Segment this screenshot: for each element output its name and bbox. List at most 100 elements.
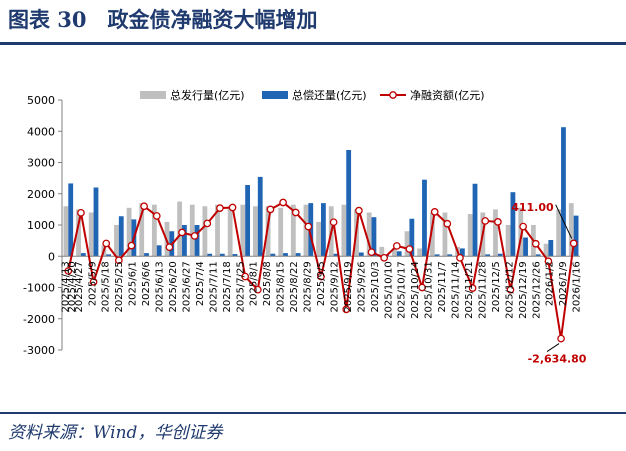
x-tick-label: 2025/12/19 bbox=[518, 261, 529, 319]
repayment-bar bbox=[497, 253, 503, 257]
legend-label: 总发行量(亿元) bbox=[170, 88, 245, 102]
issuance-bar bbox=[442, 212, 448, 257]
repayment-bar bbox=[295, 253, 301, 257]
x-tick-label: 2025/6/6 bbox=[141, 261, 152, 306]
repayment-bar bbox=[106, 254, 112, 257]
y-tick-label: 0 bbox=[48, 250, 55, 263]
issuance-bar bbox=[253, 206, 258, 257]
issuance-bar bbox=[316, 221, 321, 257]
net-financing-point bbox=[127, 241, 136, 250]
x-tick-label: 2026/1/9 bbox=[558, 261, 569, 306]
repayment-bar bbox=[232, 254, 238, 257]
x-tick-label: 2025/9/26 bbox=[356, 261, 367, 312]
x-tick-label: 2025/6/27 bbox=[181, 261, 192, 312]
x-tick-label: 2025/10/3 bbox=[370, 261, 381, 312]
repayment-bar bbox=[573, 215, 579, 257]
annotation-layer: 411.00 -2,634.80 bbox=[511, 201, 587, 365]
repayment-bar bbox=[472, 183, 478, 257]
x-tick-label: 2025/6/20 bbox=[168, 261, 179, 312]
issuance-bar bbox=[151, 204, 157, 257]
annotation-label-neg: -2,634.80 bbox=[528, 352, 587, 365]
y-tick-label: 3000 bbox=[27, 157, 55, 170]
net-financing-point bbox=[443, 219, 452, 228]
x-tick-label: 2025/8/29 bbox=[303, 261, 314, 312]
legend-label: 净融资额(亿元) bbox=[410, 88, 485, 102]
x-tick-label: 2025/9/5 bbox=[316, 261, 327, 306]
x-tick-label: 2025/8/8 bbox=[262, 261, 273, 306]
net-financing-point bbox=[557, 334, 565, 343]
title-rule bbox=[0, 42, 626, 45]
repayment-bar bbox=[80, 253, 86, 257]
x-tick-label: 2025/7/18 bbox=[222, 261, 233, 312]
x-tick-label: 2025/10/17 bbox=[397, 261, 408, 319]
repayment-bar bbox=[156, 245, 162, 257]
issuance-bar bbox=[543, 243, 549, 257]
net-financing-point bbox=[279, 198, 287, 207]
net-financing-point bbox=[342, 305, 351, 314]
x-tick-label: 2025/10/10 bbox=[383, 261, 394, 319]
x-tick-label: 2025/12/5 bbox=[491, 261, 502, 312]
repayment-bar bbox=[308, 203, 314, 257]
issuance-bar bbox=[126, 207, 132, 257]
x-tick-label: 2025/7/11 bbox=[208, 261, 219, 312]
issuance-bar bbox=[139, 203, 145, 257]
y-tick-label: -3000 bbox=[23, 344, 55, 357]
x-tick-label: 2025/11/28 bbox=[477, 261, 488, 319]
issuance-bar bbox=[568, 203, 574, 257]
x-tick-label: 2025/9/19 bbox=[343, 261, 354, 312]
repayment-bar bbox=[371, 217, 377, 257]
issuance-bar bbox=[265, 206, 271, 257]
net-financing-point bbox=[494, 218, 502, 226]
net-financing-point bbox=[152, 212, 161, 220]
net-financing-point bbox=[456, 253, 464, 262]
x-tick-label: 2025/8/1 bbox=[249, 261, 260, 306]
net-financing-point bbox=[531, 239, 540, 248]
x-tick-label: 2025/10/31 bbox=[424, 261, 435, 319]
repayment-bar bbox=[283, 253, 288, 257]
issuance-bar bbox=[88, 212, 94, 257]
x-tick-label: 2025/6/1 bbox=[128, 261, 139, 306]
issuance-bar bbox=[518, 207, 524, 257]
repayment-bar bbox=[485, 254, 491, 257]
net-financing-point bbox=[392, 242, 401, 250]
repayment-bar bbox=[422, 179, 427, 257]
issuance-bar bbox=[417, 248, 423, 257]
annotation-label-411: 411.00 bbox=[511, 201, 554, 214]
net-financing-point bbox=[468, 284, 477, 292]
legend-label: 总偿还量(亿元) bbox=[292, 88, 367, 102]
issuance-bar bbox=[189, 204, 195, 257]
issuance-bar bbox=[290, 204, 296, 257]
net-financing-point bbox=[380, 253, 389, 262]
net-financing-point bbox=[266, 205, 275, 214]
y-tick-label: 5000 bbox=[27, 94, 55, 107]
net-financing-point bbox=[506, 285, 515, 294]
repayment-bar bbox=[434, 254, 440, 257]
y-tick-label: -1000 bbox=[23, 282, 55, 295]
net-financing-point bbox=[241, 272, 250, 281]
issuance-bar bbox=[227, 206, 233, 257]
repayment-bar bbox=[270, 253, 276, 257]
repayment-bar bbox=[535, 254, 541, 257]
repayment-bar bbox=[207, 253, 213, 257]
repayment-bar bbox=[257, 176, 263, 257]
x-tick-label: 2025/12/12 bbox=[504, 261, 515, 319]
x-tick-label: 2025/7/25 bbox=[235, 261, 246, 312]
net-financing-point bbox=[77, 208, 85, 217]
source-note: 资料来源：Wind，华创证券 bbox=[8, 423, 223, 443]
repayment-bar bbox=[245, 185, 250, 257]
x-tick-label: 2025/11/14 bbox=[451, 261, 462, 319]
issuance-bar bbox=[379, 246, 385, 257]
issuance-bar bbox=[215, 204, 220, 257]
x-tick-label: 2025/8/22 bbox=[289, 261, 300, 312]
y-tick-label: -2000 bbox=[23, 313, 55, 326]
net-financing-point bbox=[430, 208, 439, 216]
net-financing-line-layer bbox=[64, 198, 578, 343]
net-financing-point bbox=[329, 218, 338, 227]
repayment-bar bbox=[409, 218, 415, 257]
legend-swatch-marker bbox=[389, 91, 397, 99]
repayment-bar bbox=[118, 216, 124, 257]
chart-canvas: 总发行量(亿元) 总偿还量(亿元) 净融资额(亿元) -3000 -2000 -1000… bbox=[23, 88, 587, 365]
repayment-bar bbox=[523, 237, 528, 257]
net-financing-point bbox=[355, 206, 363, 215]
net-financing-point bbox=[178, 228, 186, 237]
